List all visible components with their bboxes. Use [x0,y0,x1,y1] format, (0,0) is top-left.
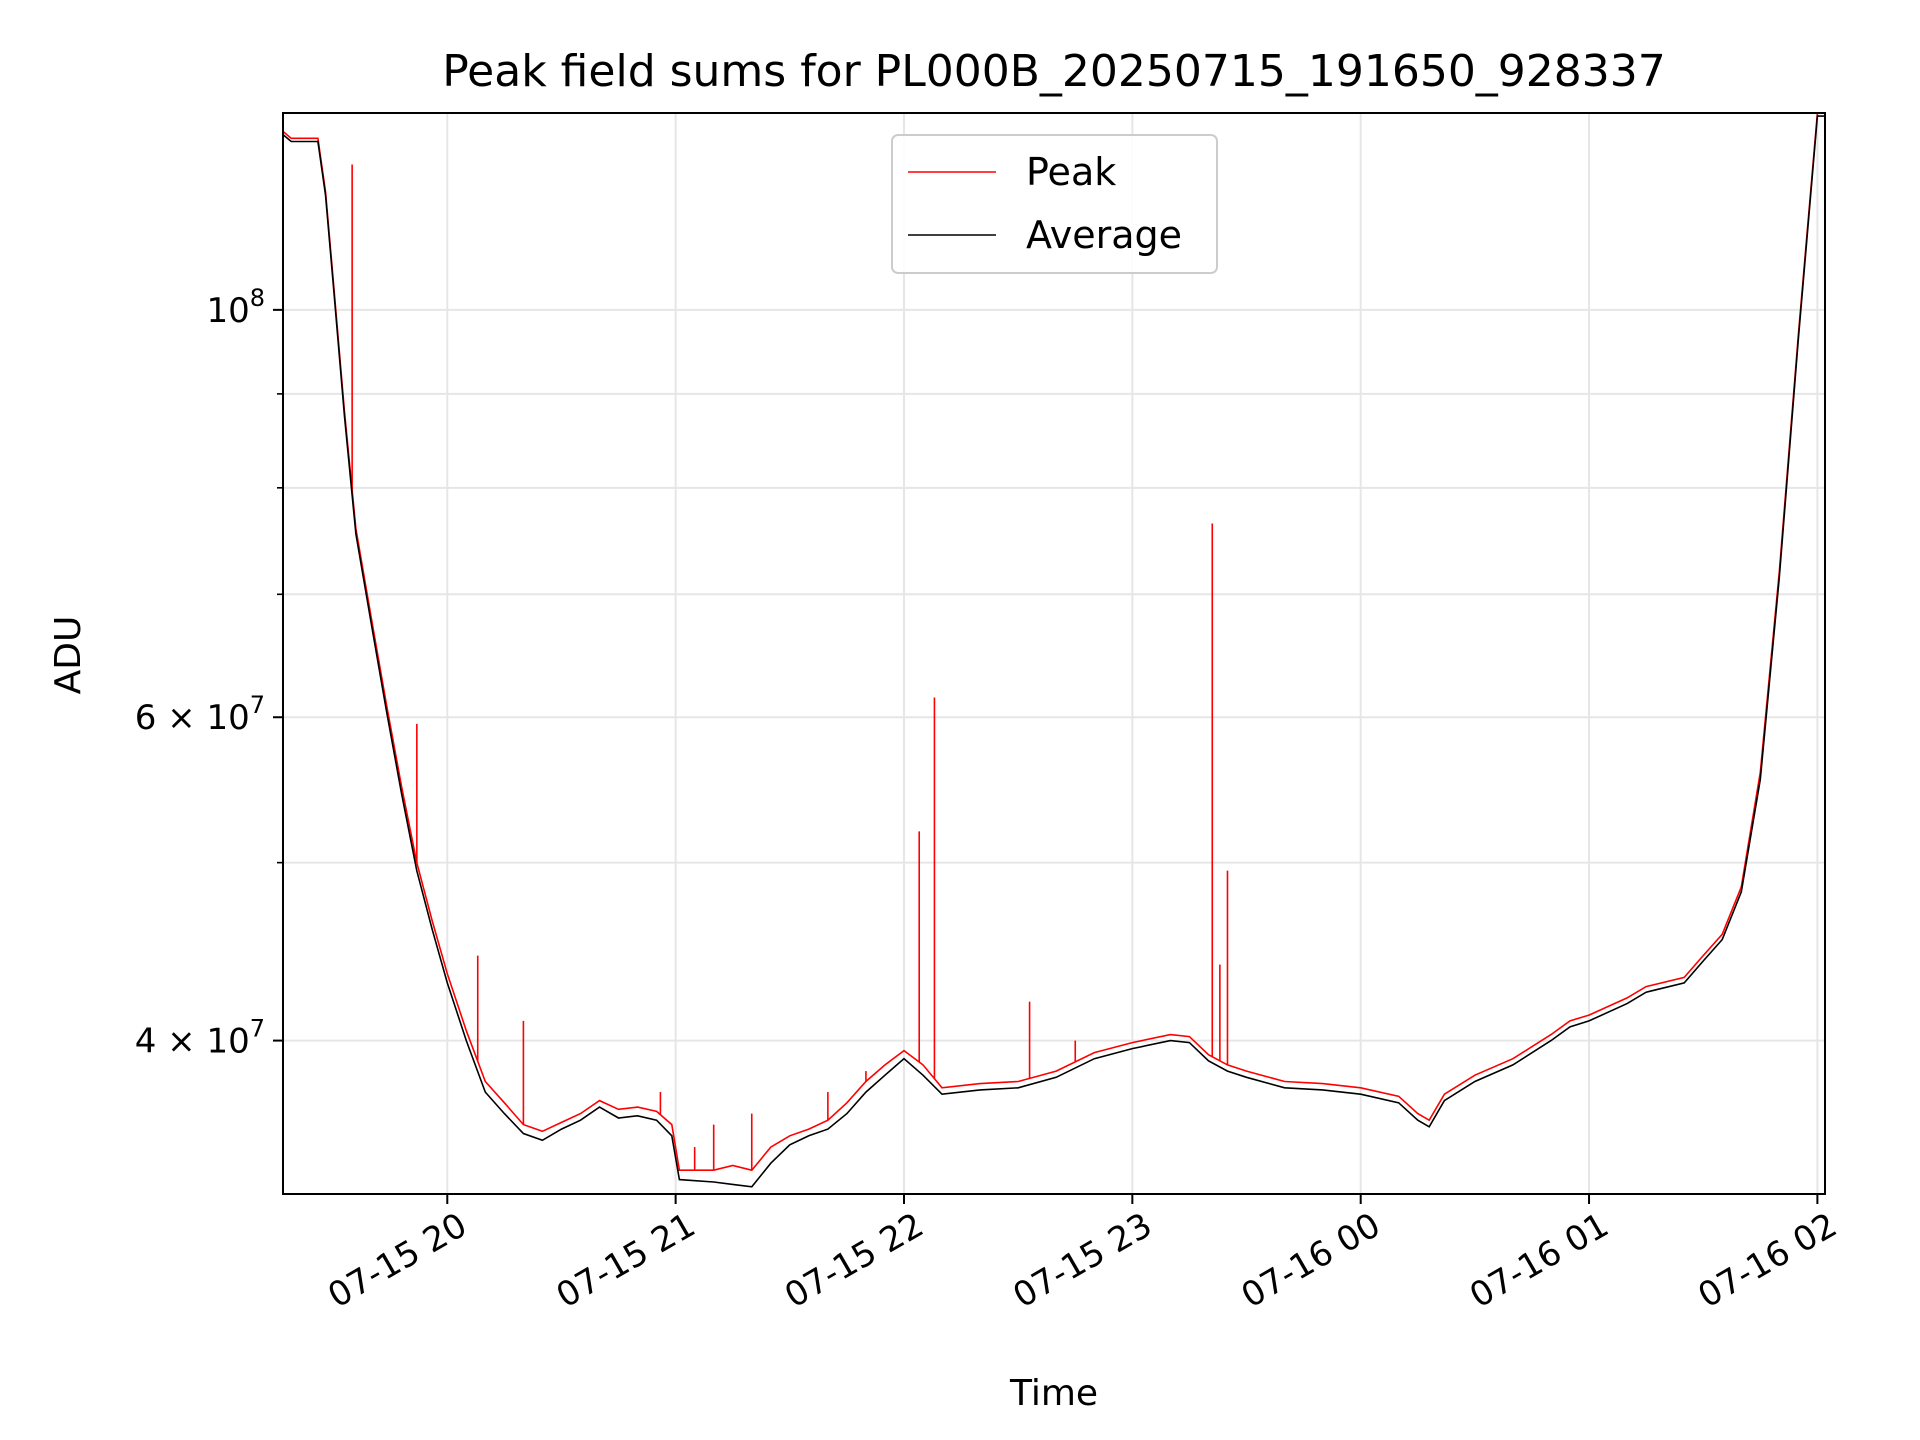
y-tick-label: 108 [206,284,265,331]
series-line-peak [283,113,1825,1172]
y-axis-label: ADU [48,616,89,695]
chart-title: Peak field sums for PL000B_20250715_1916… [442,46,1666,97]
y-axis: 4 × 107 6 × 107 108 [135,284,283,1062]
series-spikes-peak [351,164,1229,1171]
grid [283,113,1825,1194]
series-line-average [283,115,1825,1188]
legend-box [891,134,1218,274]
legend-label-average: Average [1026,213,1182,257]
legend-label-peak: Peak [1026,150,1116,194]
legend: Peak Average [891,134,1218,274]
y-tick-label: 6 × 107 [135,691,265,738]
x-axis-label: Time [1009,1373,1098,1414]
plot-frame [282,112,1826,1195]
plot-area [283,113,1825,1188]
y-tick-label: 4 × 107 [135,1015,265,1062]
